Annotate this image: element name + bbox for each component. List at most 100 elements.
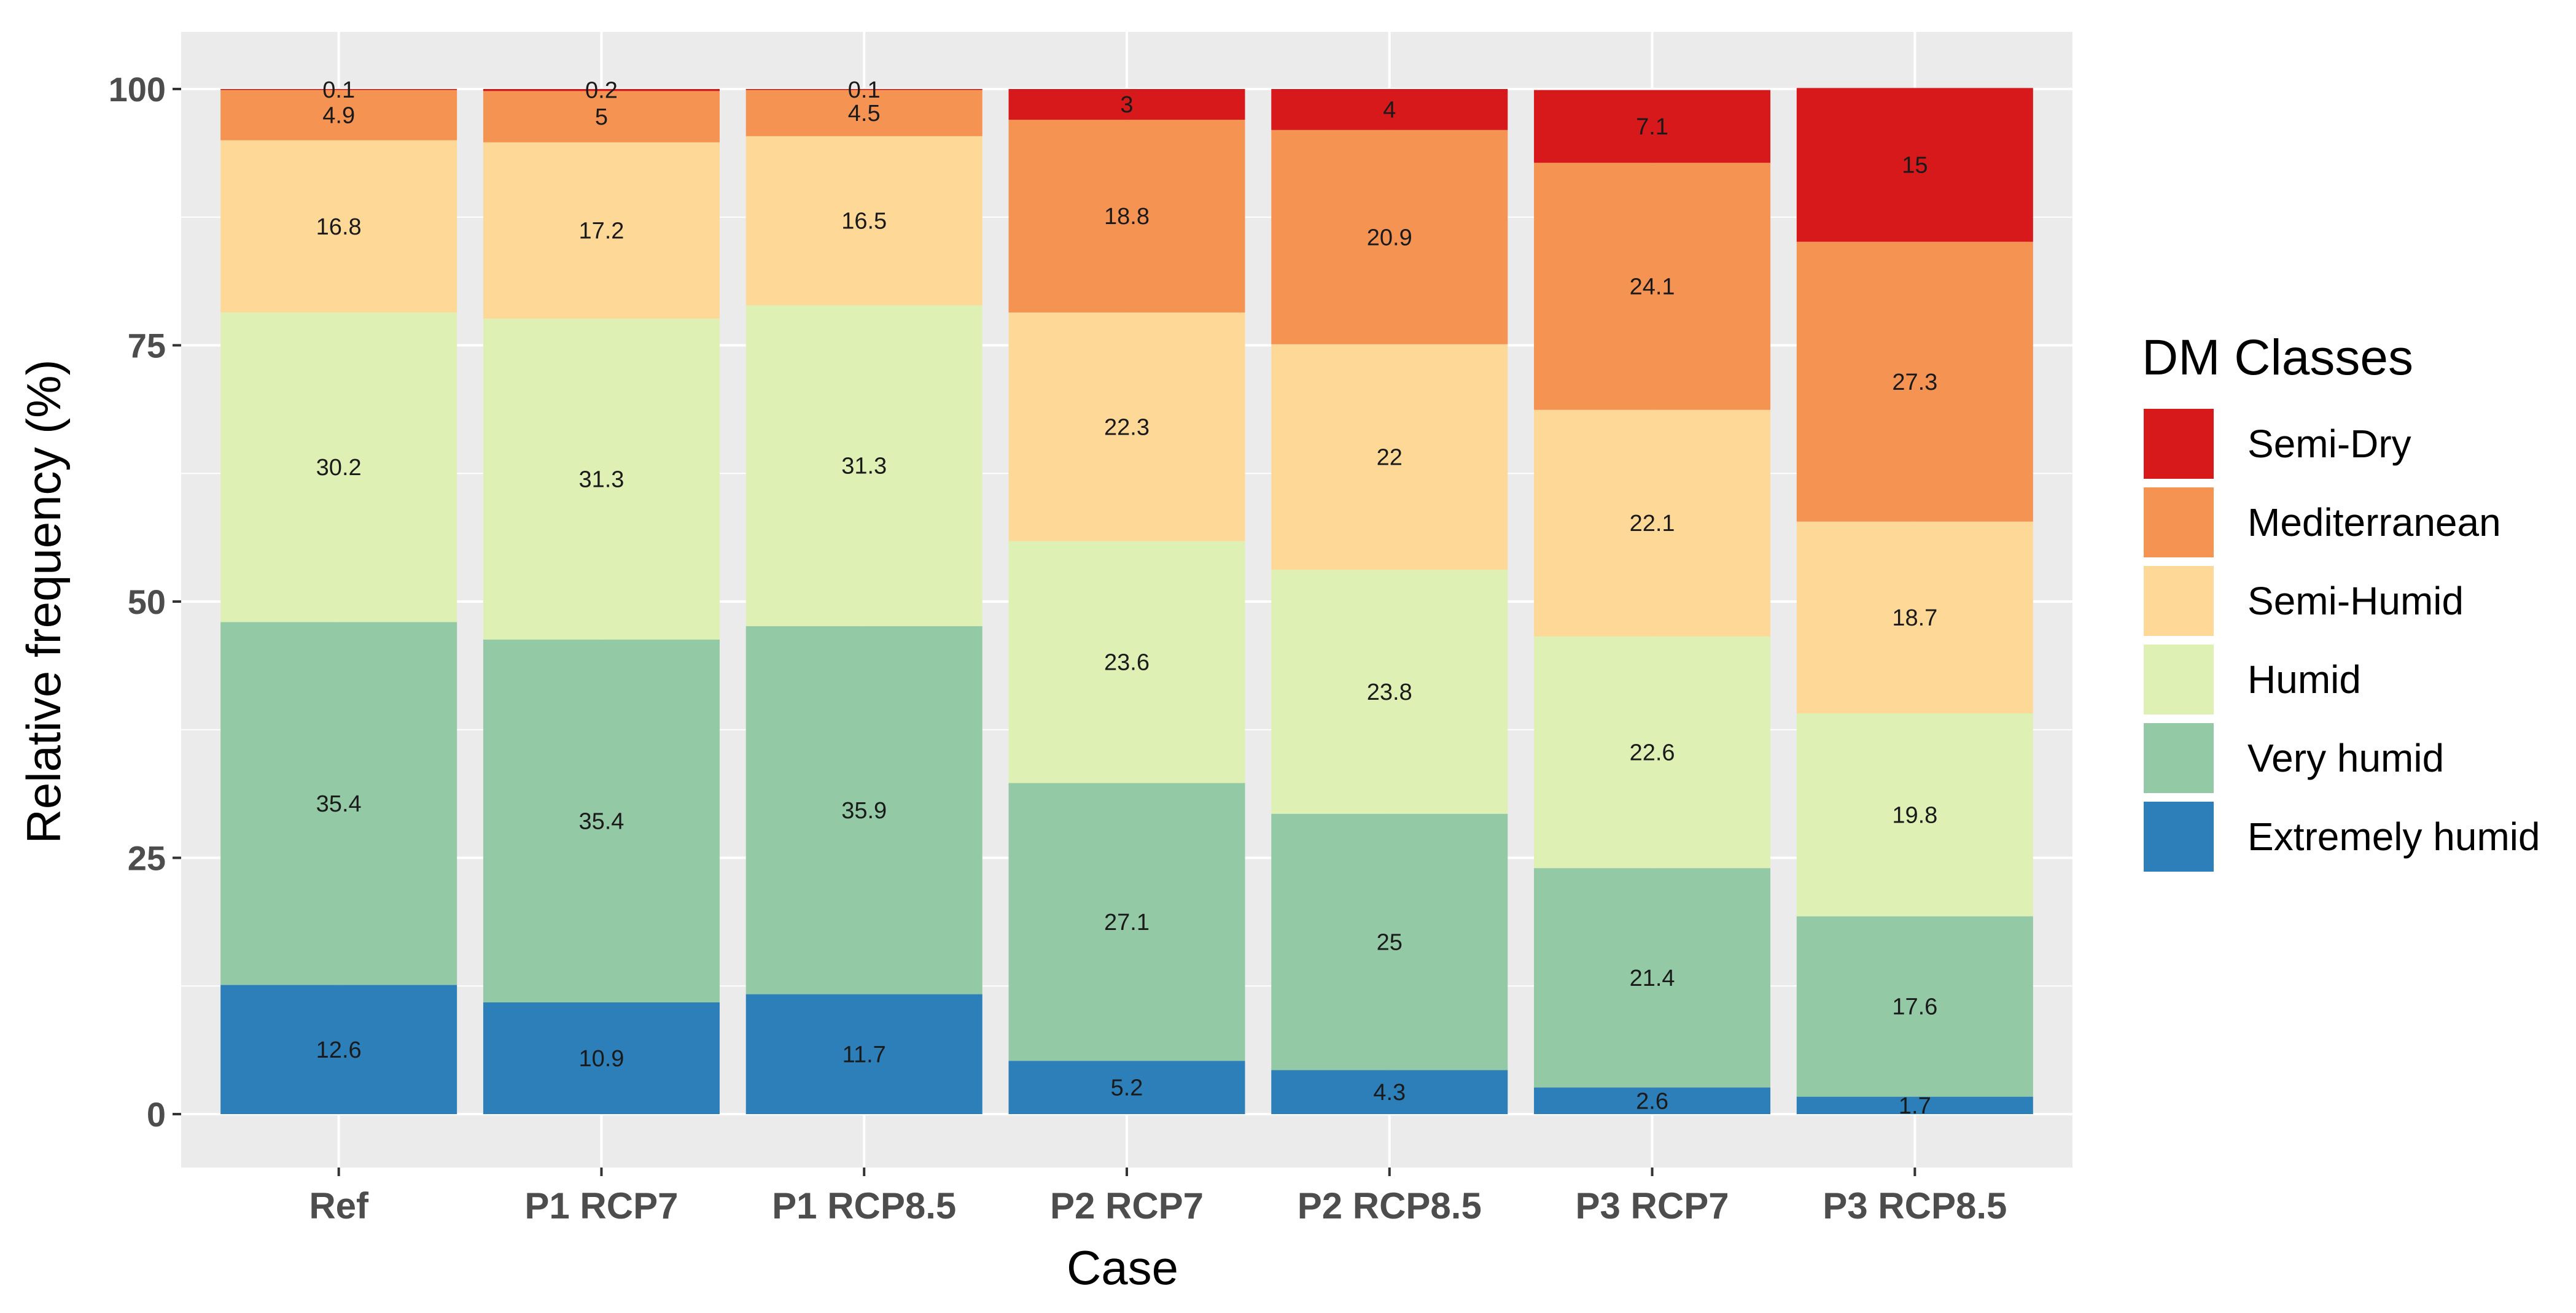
legend-label-semi-humid: Semi-Humid [2247,579,2464,623]
label-p1-rcp7-semi-dry: 0.2 [585,78,618,104]
bar-ref-humid [220,312,457,622]
bar-p2-rcp8-5-semi-dry [1271,89,1508,130]
legend-label-mediterranean: Mediterranean [2247,500,2501,544]
legend-swatch-mediterranean [2144,487,2214,557]
label-p1-rcp7-semi-humid: 17.2 [578,218,624,244]
segment-labels-group: 12.635.430.216.84.90.110.935.431.317.250… [316,77,1938,1119]
label-p3-rcp7-mediterranean: 24.1 [1630,274,1675,300]
label-p1-rcp8-5-semi-humid: 16.5 [841,209,887,234]
bar-p2-rcp7-semi-humid [1008,312,1245,541]
label-p3-rcp8-5-humid: 19.8 [1892,802,1937,828]
bar-p1-rcp8-5-very-humid [745,626,983,994]
bar-p2-rcp8-5-very-humid [1271,813,1508,1071]
label-p3-rcp8-5-mediterranean: 27.3 [1892,370,1937,395]
label-p1-rcp7-mediterranean: 5 [595,104,608,130]
x-tick-label-p2-rcp7: P2 RCP7 [1050,1185,1204,1226]
bar-p1-rcp7-humid [483,319,720,640]
bar-p1-rcp8-5-mediterranean [745,90,983,136]
label-p1-rcp8-5-very-humid: 35.9 [841,798,887,824]
bar-p3-rcp8-5-extremely-humid [1796,1096,2033,1114]
bar-p3-rcp7-semi-humid [1534,409,1771,637]
label-p2-rcp7-mediterranean: 18.8 [1104,204,1150,230]
bar-p3-rcp8-5-very-humid [1796,916,2033,1097]
label-p3-rcp7-humid: 22.6 [1630,740,1675,765]
bar-p2-rcp7-humid [1008,541,1245,783]
y-tick-label: 0 [147,1095,166,1134]
label-ref-extremely-humid: 12.6 [316,1037,362,1063]
label-p2-rcp8-5-humid: 23.8 [1367,680,1412,705]
bar-ref-semi-humid [220,140,457,313]
y-tick-label: 50 [128,583,166,621]
label-p2-rcp8-5-extremely-humid: 4.3 [1373,1080,1406,1106]
legend-label-semi-dry: Semi-Dry [2247,422,2411,466]
legend: DM Classes Semi-Dry Mediterranean Semi-Hum… [2142,330,2540,873]
bar-p3-rcp7-very-humid [1534,868,1771,1088]
bar-p3-rcp7-semi-dry [1534,90,1771,163]
bar-p3-rcp8-5-humid [1796,713,2033,916]
label-p3-rcp8-5-semi-humid: 18.7 [1892,605,1937,631]
legend-label-very-humid: Very humid [2247,736,2444,780]
x-axis-title: Case [1067,1241,1178,1295]
x-tick-label-ref: Ref [309,1185,369,1226]
bar-p2-rcp8-5-extremely-humid [1271,1070,1508,1114]
bar-p1-rcp7-very-humid [483,639,720,1002]
legend-swatch-semi-dry [2144,409,2214,479]
legend-swatch-semi-humid [2144,566,2214,636]
label-p1-rcp7-very-humid: 35.4 [578,808,624,834]
bar-p1-rcp8-5-semi-dry [745,89,983,90]
x-tick-label-p1-rcp7: P1 RCP7 [524,1185,678,1226]
y-axis: 0 25 50 75 100 [109,70,181,1134]
label-ref-semi-humid: 16.8 [316,214,362,240]
bars-group [220,88,2033,1114]
y-axis-title: Relative frequency (%) [17,360,71,844]
bar-p1-rcp7-mediterranean [483,91,720,142]
x-tick-label-p3-rcp7: P3 RCP7 [1576,1185,1729,1226]
legend-swatch-extremely-humid [2144,802,2214,872]
bar-p2-rcp7-extremely-humid [1008,1061,1245,1114]
legend-label-humid: Humid [2247,657,2361,702]
label-p1-rcp7-humid: 31.3 [578,467,624,492]
bar-ref-mediterranean [220,90,457,141]
bar-p1-rcp7-extremely-humid [483,1002,720,1114]
bar-ref-very-humid [220,622,457,985]
legend-title: DM Classes [2142,330,2413,385]
legend-swatch-very-humid [2144,723,2214,793]
x-tick-label-p1-rcp8-5: P1 RCP8.5 [772,1185,956,1226]
bar-p3-rcp8-5-mediterranean [1796,241,2033,522]
label-p3-rcp7-very-humid: 21.4 [1630,966,1675,991]
label-p2-rcp7-humid: 23.6 [1104,650,1150,676]
label-p2-rcp8-5-semi-humid: 22 [1377,445,1403,471]
label-p1-rcp8-5-semi-dry: 0.1 [848,77,881,103]
label-p2-rcp8-5-semi-dry: 4 [1383,97,1396,123]
label-ref-mediterranean: 4.9 [322,103,355,129]
label-p2-rcp7-very-humid: 27.1 [1104,910,1150,935]
label-ref-semi-dry: 0.1 [322,77,355,103]
bar-p3-rcp7-mediterranean [1534,163,1771,410]
legend-label-extremely-humid: Extremely humid [2247,815,2540,859]
label-p1-rcp8-5-mediterranean: 4.5 [848,101,881,126]
bar-p3-rcp8-5-semi-humid [1796,521,2033,714]
bar-ref-semi-dry [220,89,457,90]
bar-p2-rcp7-semi-dry [1008,89,1245,120]
label-p3-rcp7-extremely-humid: 2.6 [1636,1088,1668,1114]
y-tick-label: 25 [128,839,166,878]
label-p1-rcp8-5-extremely-humid: 11.7 [842,1042,886,1067]
label-p1-rcp8-5-humid: 31.3 [841,454,887,479]
y-tick-label: 75 [128,327,166,365]
label-ref-very-humid: 35.4 [316,791,362,817]
bar-ref-extremely-humid [220,985,457,1114]
bar-p2-rcp8-5-humid [1271,570,1508,814]
label-p2-rcp7-semi-humid: 22.3 [1104,414,1150,440]
label-p3-rcp8-5-extremely-humid: 1.7 [1899,1093,1931,1119]
bar-p1-rcp7-semi-dry [483,89,720,91]
bar-p2-rcp8-5-mediterranean [1271,130,1508,344]
bar-p1-rcp8-5-semi-humid [745,136,983,306]
label-p1-rcp7-extremely-humid: 10.9 [578,1046,624,1072]
x-axis: Ref P1 RCP7 P1 RCP8.5 P2 RCP7 P2 RCP8.5 P3 RC… [309,1168,2007,1226]
bar-p1-rcp7-semi-humid [483,142,720,319]
bar-p1-rcp8-5-humid [745,305,983,627]
bar-p3-rcp8-5-semi-dry [1796,88,2033,242]
label-p3-rcp8-5-semi-dry: 15 [1902,153,1928,179]
label-p2-rcp8-5-very-humid: 25 [1377,929,1403,955]
